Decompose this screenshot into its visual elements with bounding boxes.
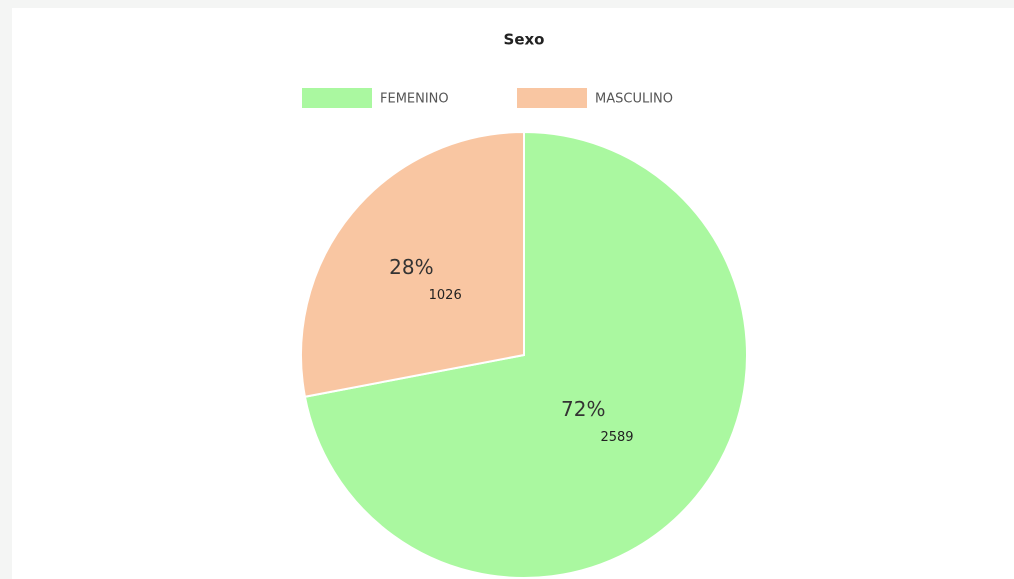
legend-swatch [302, 88, 372, 108]
slice-percent-label: 28% [389, 255, 433, 279]
slice-count-label: 2589 [600, 430, 633, 445]
legend-swatch [517, 88, 587, 108]
chart-title: Sexo [504, 31, 545, 49]
pie-slice [303, 130, 748, 579]
slice-count-label: 1026 [429, 288, 462, 303]
slice-percent-label: 72% [561, 397, 605, 421]
legend-label: FEMENINO [380, 92, 449, 107]
legend-label: MASCULINO [595, 92, 673, 107]
pie-slice [300, 130, 525, 398]
